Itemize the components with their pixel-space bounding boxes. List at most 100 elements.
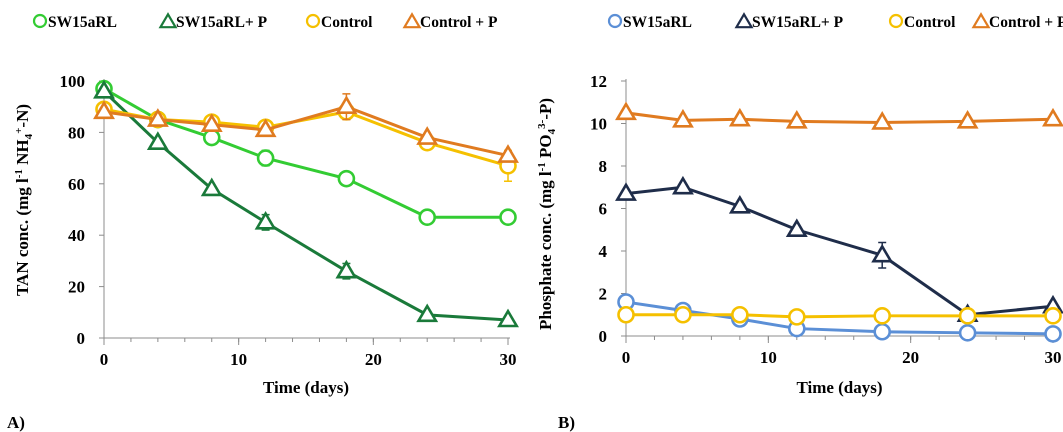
y-tick-label: 0 [599,327,608,346]
y-tick-label: 0 [77,329,86,348]
legend-item: Control [305,13,373,31]
legend-marker-triangle [971,12,991,29]
legend-marker-triangle [402,12,422,29]
legend-label: SW15aRL [48,14,117,31]
y-tick-label: 80 [68,123,85,142]
y-axis-label: Phosphate conc. (mg l-1 PO43--P) [536,98,558,330]
data-point [1044,307,1062,325]
data-point [728,107,751,127]
y-tick-label: 2 [599,285,608,304]
x-tick-label: 0 [100,350,109,369]
data-point [146,108,169,127]
data-point [956,109,979,129]
legend-marker-circle [888,13,904,29]
data-point [787,308,806,326]
data-point [674,305,692,324]
y-tick-label: 60 [68,175,85,194]
x-tick-label: 20 [365,350,382,369]
y-axis-label-part: -N) [13,104,32,128]
data-point [671,175,694,195]
data-point [671,108,694,128]
data-point [617,305,635,324]
data-point [1044,325,1062,343]
y-axis-label-part: 4 [546,128,558,134]
series-line [103,87,508,219]
panel-a-chart: 0 20 40 60 80 100 0 10 20 30 Time (days) TAN conc. … [7,12,519,432]
data-point [146,131,169,150]
y-axis-label-part: Phosphate conc. (mg l [536,171,555,330]
data-point [958,324,977,342]
data-point [202,128,221,147]
y-tick-label: 12 [590,72,607,91]
series-4 [93,93,519,163]
legend-item: SW15aRL [32,13,117,31]
series-2 [93,79,519,328]
data-point [254,210,277,230]
data-point [871,111,894,130]
data-point [728,194,751,214]
legend-marker-triangle [734,12,754,29]
data-point [873,307,892,325]
legend-item: Control [888,13,956,31]
panel-label: A) [7,413,25,432]
legend-item: Control + P [402,12,498,31]
data-point [335,95,358,114]
data-point [335,259,358,279]
data-point [254,118,277,138]
panel-b-chart: 0 2 4 6 8 10 12 0 10 20 30 Time (days) Phosphate con… [536,12,1063,432]
data-point [93,79,115,99]
series-4 [615,101,1063,130]
y-axis-label-part: -1 [536,162,548,171]
x-axis-label: Time (days) [796,378,882,397]
legend-label: Control + P [989,14,1063,31]
legend-label: Control [904,14,956,31]
y-tick-label: 10 [590,115,607,134]
series-3 [617,305,1062,326]
data-point [497,144,519,163]
x-tick-label: 10 [230,350,247,369]
y-tick-label: 20 [68,278,85,297]
data-point [958,307,977,325]
x-tick-label: 30 [1045,348,1062,367]
legend-label: SW15aRL+ P [752,14,844,31]
data-point [615,182,637,201]
series-line [625,185,1054,317]
x-axis-label: Time (days) [263,378,349,397]
y-axis-label: TAN conc. (mg l-1 NH4+-N) [13,104,35,296]
data-point [497,308,519,328]
series-line [625,111,1054,124]
legend-label: Control [321,14,373,31]
y-axis-label-part: 4 [23,133,35,139]
legend-label: SW15aRL [623,14,692,31]
data-point [200,113,223,132]
x-tick-label: 0 [622,348,631,367]
legend-item: SW15aRL+ P [734,12,844,31]
data-point [416,126,439,145]
panel-label: B) [558,413,575,432]
data-point [418,208,437,227]
y-axis-label-part: PO [536,134,555,162]
legend-label: SW15aRL+ P [176,14,268,31]
data-point [785,109,808,129]
legend-item: SW15aRL [607,13,692,31]
data-point [337,169,356,188]
series-2 [615,175,1063,323]
data-point [200,177,223,197]
legend-marker-circle [607,13,623,29]
y-axis-label-part: TAN conc. (mg l [13,178,32,296]
data-point [873,322,892,341]
series-1 [95,79,517,227]
legend-marker-circle [32,13,48,29]
y-axis-label-part: + [13,128,25,134]
data-point [93,100,115,120]
y-axis-label-part: 3- [536,119,548,129]
legend-item: SW15aRL+ P [158,12,268,31]
x-tick-label: 30 [500,350,517,369]
x-tick-label: 20 [902,348,919,367]
y-tick-label: 6 [599,200,608,219]
data-point [1042,107,1063,127]
y-tick-label: 100 [60,72,86,91]
y-axis-label-part: NH [13,139,32,169]
legend-label: Control + P [420,14,498,31]
